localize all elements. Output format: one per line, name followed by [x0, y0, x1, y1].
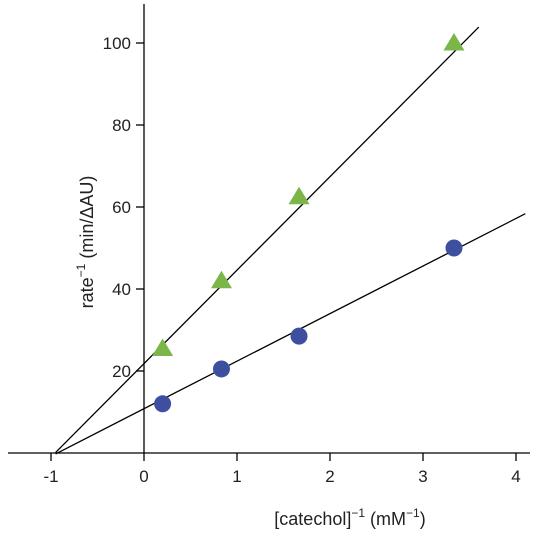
- x-tick-label: -1: [43, 467, 58, 486]
- triangle-point: [152, 338, 174, 356]
- x-tick-label: 4: [511, 467, 520, 486]
- y-tick-label: 80: [112, 116, 131, 135]
- triangle-point: [443, 33, 465, 51]
- x-tick-label: 3: [418, 467, 427, 486]
- y-tick-label: 60: [112, 198, 131, 217]
- y-tick-label: 40: [112, 280, 131, 299]
- circle-point: [445, 239, 463, 257]
- tick-labels: -1 0 1 2 3 4 20 40 60 80 100: [43, 34, 520, 486]
- circle-point: [212, 360, 230, 378]
- triangle-point: [288, 186, 310, 205]
- x-tick-label: 1: [232, 467, 241, 486]
- fit-lines: [55, 26, 526, 455]
- y-tick-label: 20: [112, 362, 131, 381]
- x-tick-label: 0: [139, 467, 148, 486]
- x-axis-title: [catechol]−1 (mM−1): [274, 506, 425, 529]
- circle-point: [290, 327, 308, 345]
- y-tick-label: 100: [103, 34, 131, 53]
- triangle-fit-line: [55, 26, 480, 453]
- axes: [8, 4, 530, 461]
- circle-fit-line: [55, 213, 526, 455]
- y-axis-title: rate−1 (min/ΔAU): [74, 176, 97, 309]
- triangle-point: [210, 270, 232, 289]
- x-tick-label: 2: [325, 467, 334, 486]
- circle-point: [154, 395, 172, 413]
- data-points: [152, 33, 465, 413]
